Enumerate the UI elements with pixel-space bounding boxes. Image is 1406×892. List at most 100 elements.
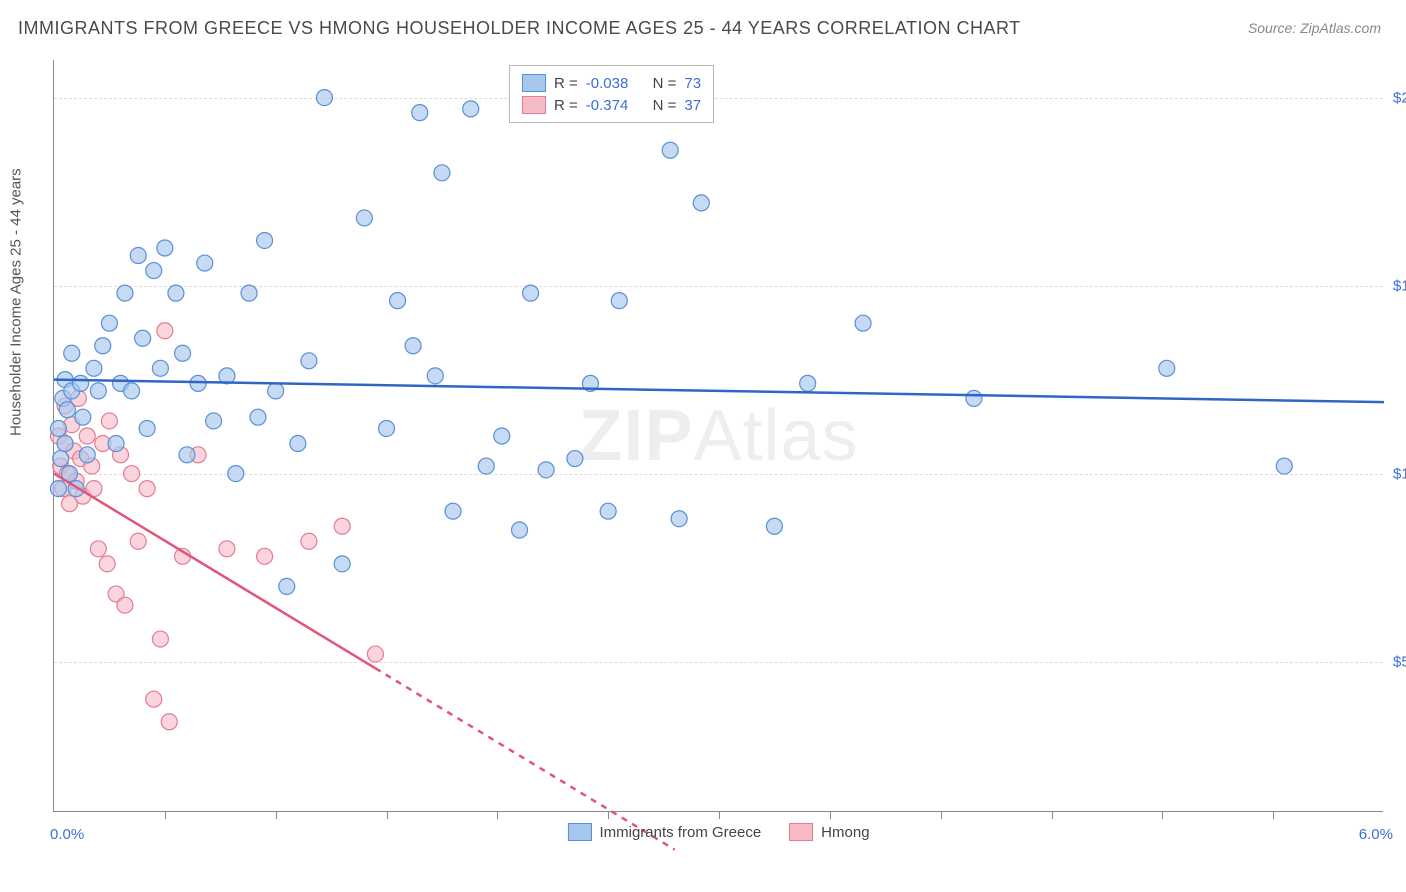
greece-point (966, 390, 982, 406)
x-tick (497, 811, 498, 819)
greece-point (478, 458, 494, 474)
stats-row-hmong: R = -0.374 N = 37 (522, 94, 701, 116)
greece-point (1276, 458, 1292, 474)
plot-area: Householder Income Ages 25 - 44 years ZI… (53, 60, 1383, 812)
hmong-point (367, 646, 383, 662)
legend-item-greece: Immigrants from Greece (567, 821, 761, 843)
greece-point (117, 285, 133, 301)
greece-point (671, 511, 687, 527)
hmong-point (79, 428, 95, 444)
source-attribution: Source: ZipAtlas.com (1248, 20, 1381, 36)
hmong-point (219, 541, 235, 557)
greece-point (405, 338, 421, 354)
r-label: R = (554, 97, 578, 114)
hmong-point (124, 466, 140, 482)
n-label: N = (653, 75, 677, 92)
greece-point (268, 383, 284, 399)
greece-point (250, 409, 266, 425)
x-tick (830, 811, 831, 819)
n-label: N = (653, 97, 677, 114)
y-tick-label: $50,000 (1393, 653, 1406, 670)
x-axis-min-label: 0.0% (50, 826, 84, 843)
greece-point (241, 285, 257, 301)
y-tick-label: $150,000 (1393, 277, 1406, 294)
series-legend: Immigrants from Greece Hmong (567, 821, 869, 843)
greece-point (356, 210, 372, 226)
hmong-point (90, 541, 106, 557)
greece-point (179, 447, 195, 463)
greece-point (463, 101, 479, 117)
hmong-point (99, 556, 115, 572)
greece-point (257, 232, 273, 248)
hmong-point (301, 533, 317, 549)
x-tick (387, 811, 388, 819)
greece-point (800, 375, 816, 391)
greece-point (95, 338, 111, 354)
swatch-greece (567, 823, 591, 841)
greece-point (130, 248, 146, 264)
greece-point (197, 255, 213, 271)
greece-point (600, 503, 616, 519)
greece-point (50, 481, 66, 497)
hmong-point (152, 631, 168, 647)
x-tick (719, 811, 720, 819)
greece-point (101, 315, 117, 331)
greece-point (279, 578, 295, 594)
greece-point (427, 368, 443, 384)
greece-point (50, 420, 66, 436)
hmong-point (101, 413, 117, 429)
greece-point (124, 383, 140, 399)
greece-point (512, 522, 528, 538)
greece-point (445, 503, 461, 519)
r-value-greece: -0.038 (586, 75, 629, 92)
hmong-point (146, 691, 162, 707)
y-tick-label: $200,000 (1393, 89, 1406, 106)
legend-label-greece: Immigrants from Greece (599, 824, 761, 841)
svg-layer (54, 60, 1383, 811)
hmong-point (157, 323, 173, 339)
greece-point (57, 436, 73, 452)
greece-point (59, 402, 75, 418)
greece-point (79, 447, 95, 463)
trendline-greece (54, 380, 1384, 403)
greece-point (390, 293, 406, 309)
y-tick-label: $100,000 (1393, 465, 1406, 482)
greece-point (53, 451, 69, 467)
greece-point (412, 105, 428, 121)
x-tick (1273, 811, 1274, 819)
hmong-point (117, 597, 133, 613)
x-axis-max-label: 6.0% (1359, 826, 1393, 843)
x-tick (1162, 811, 1163, 819)
greece-point (86, 360, 102, 376)
swatch-greece (522, 74, 546, 92)
greece-point (206, 413, 222, 429)
swatch-hmong (522, 96, 546, 114)
greece-point (73, 375, 89, 391)
greece-point (157, 240, 173, 256)
x-tick (608, 811, 609, 819)
y-axis-label: Householder Income Ages 25 - 44 years (8, 168, 25, 436)
greece-point (175, 345, 191, 361)
stats-row-greece: R = -0.038 N = 73 (522, 72, 701, 94)
greece-point (152, 360, 168, 376)
greece-point (611, 293, 627, 309)
greece-point (290, 436, 306, 452)
greece-point (855, 315, 871, 331)
legend-label-hmong: Hmong (821, 824, 869, 841)
greece-point (301, 353, 317, 369)
greece-point (434, 165, 450, 181)
chart-title: IMMIGRANTS FROM GREECE VS HMONG HOUSEHOL… (18, 18, 1021, 39)
hmong-point (161, 714, 177, 730)
swatch-hmong (789, 823, 813, 841)
n-value-hmong: 37 (684, 97, 701, 114)
greece-point (494, 428, 510, 444)
greece-point (139, 420, 155, 436)
trendline-hmong-solid (54, 474, 375, 669)
hmong-point (257, 548, 273, 564)
greece-point (64, 345, 80, 361)
legend-item-hmong: Hmong (789, 821, 869, 843)
greece-point (766, 518, 782, 534)
greece-point (334, 556, 350, 572)
greece-point (379, 420, 395, 436)
greece-point (90, 383, 106, 399)
